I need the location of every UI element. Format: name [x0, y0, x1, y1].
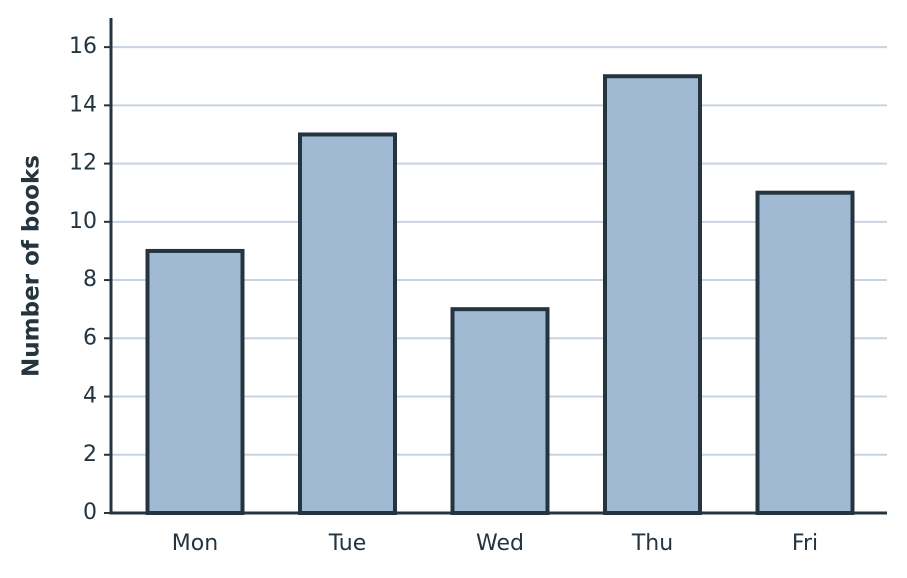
x-tick-label: Thu	[631, 531, 673, 556]
y-tick-label: 0	[83, 500, 97, 525]
bar	[755, 190, 855, 516]
bar	[145, 248, 245, 516]
y-tick-label: 4	[83, 384, 97, 409]
y-tick-label: 10	[69, 209, 97, 234]
bar	[298, 132, 397, 515]
y-tick-label: 16	[69, 34, 97, 59]
bar	[450, 307, 550, 516]
x-tick-label: Mon	[172, 531, 218, 556]
x-tick-label: Fri	[792, 531, 818, 556]
y-tick-label: 14	[69, 92, 97, 117]
y-tick-label: 2	[83, 442, 97, 467]
x-tick-label: Wed	[476, 531, 524, 556]
bar	[603, 74, 702, 515]
x-tick-label: Tue	[328, 531, 367, 556]
y-tick-label: 6	[83, 325, 97, 350]
y-tick-label: 12	[69, 151, 97, 176]
y-tick-label: 8	[83, 267, 97, 292]
y-axis-label: Number of books	[19, 155, 45, 377]
